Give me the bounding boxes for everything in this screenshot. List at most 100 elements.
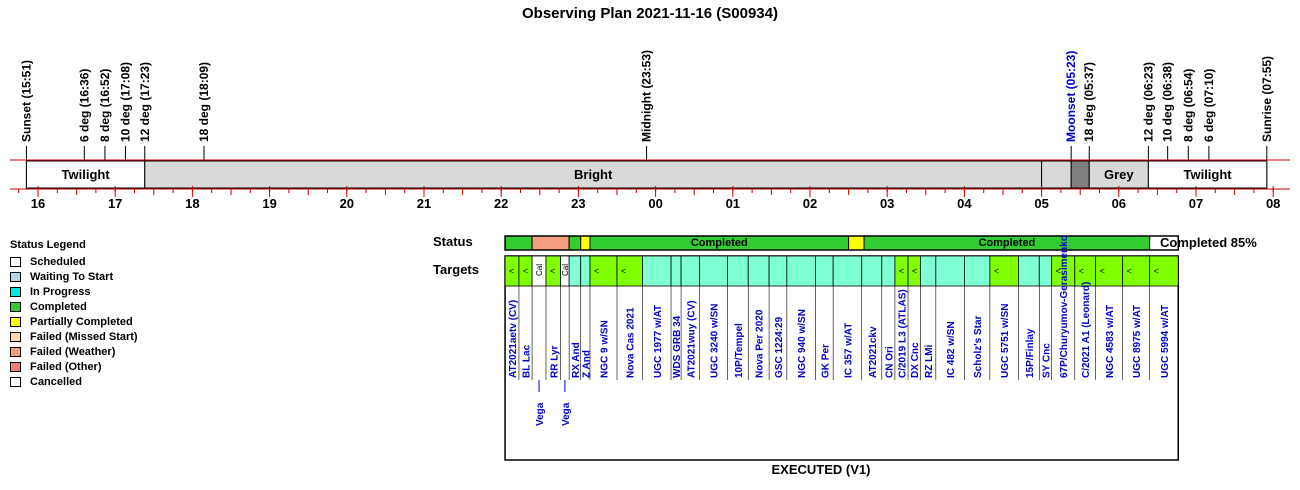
target-block — [568, 255, 582, 287]
target-name: GSC 1224:29 — [774, 316, 785, 378]
target-mark: < — [621, 266, 626, 276]
event-label: 6 deg (16:36) — [77, 69, 91, 142]
target-name: 67P/Churyumov-Gerasimenko — [1059, 235, 1070, 378]
target-block — [935, 255, 965, 287]
target-mark: < — [523, 266, 528, 276]
target-block — [1122, 255, 1151, 287]
target-name: UGC 5994 w/AT — [1160, 305, 1171, 378]
target-name: Vega — [535, 402, 546, 426]
target-name: UGC 8975 w/AT — [1132, 305, 1143, 378]
legend-swatch — [10, 286, 21, 297]
axis-tick-label: 02 — [803, 196, 817, 211]
legend-label: Failed (Other) — [30, 360, 102, 373]
legend-label: Completed — [30, 300, 87, 313]
legend-title: Status Legend — [10, 239, 86, 251]
event-label: Sunrise (07:55) — [1260, 56, 1274, 142]
target-name: IC 357 w/AT — [843, 323, 854, 378]
target-name: Vega — [561, 402, 572, 426]
event-label: 18 deg (18:09) — [197, 62, 211, 142]
target-mark: < — [1079, 266, 1084, 276]
target-block — [964, 255, 991, 287]
axis-tick-label: 04 — [957, 196, 972, 211]
target-name: 15P/Finlay — [1025, 328, 1036, 378]
axis-tick-label: 03 — [880, 196, 894, 211]
target-block — [919, 255, 937, 287]
chart-title: Observing Plan 2021-11-16 (S00934) — [522, 5, 778, 22]
target-name: WDS GRB 34 — [672, 315, 683, 378]
status-frame — [504, 235, 1179, 251]
status-segment-label: Completed — [691, 237, 748, 249]
target-name: IC 482 w/SN — [946, 321, 957, 378]
target-block — [786, 255, 816, 287]
target-name: UGC 3240 w/SN — [710, 304, 721, 378]
target-name: UGC 1977 w/AT — [653, 305, 664, 378]
target-block — [1095, 255, 1124, 287]
target-name: AT2021wuy (CV) — [686, 300, 697, 378]
axis-tick-label: 05 — [1034, 196, 1048, 211]
legend-label: Failed (Weather) — [30, 345, 116, 358]
target-name: UGC 5751 w/SN — [1000, 304, 1011, 378]
target-name: 10P/Tempel — [734, 323, 745, 378]
target-block — [861, 255, 883, 287]
status-segment — [531, 235, 570, 251]
target-block — [747, 255, 770, 287]
target-mark: Cal — [561, 264, 570, 276]
legend-item: Failed (Weather) — [10, 344, 138, 359]
legend-swatch — [10, 301, 21, 312]
target-name: BL Lac — [522, 344, 533, 378]
target-block — [768, 255, 788, 287]
event-label: 12 deg (06:23) — [1141, 62, 1155, 142]
event-label: 10 deg (06:38) — [1161, 62, 1175, 142]
axis-tick-label: 17 — [108, 196, 122, 211]
target-block — [881, 255, 896, 287]
sky-band — [1088, 160, 1149, 189]
status-segment — [504, 235, 533, 251]
targets-label: Targets — [433, 262, 479, 277]
legend-label: In Progress — [30, 285, 91, 298]
event-label: Midnight (23:53) — [640, 50, 654, 142]
legend-item: Waiting To Start — [10, 269, 138, 284]
axis-tick-label: 22 — [494, 196, 508, 211]
status-segment — [580, 235, 591, 251]
target-block — [1018, 255, 1040, 287]
axis-tick-label: 20 — [340, 196, 354, 211]
legend-swatch — [10, 376, 21, 387]
target-mark: < — [1056, 266, 1061, 276]
status-legend: Status Legend Scheduled Waiting To Start I… — [10, 239, 138, 389]
status-label: Status — [433, 234, 473, 249]
target-block — [680, 255, 701, 287]
axis-tick-label: 18 — [185, 196, 199, 211]
target-name: AT2021aetv (CV) — [508, 300, 519, 378]
target-name: NGC 940 w/SN — [797, 309, 808, 378]
status-segment — [568, 235, 582, 251]
target-mark: < — [594, 266, 599, 276]
target-name: RX And — [571, 342, 582, 378]
axis-tick-label: 21 — [417, 196, 431, 211]
sky-band — [25, 160, 146, 189]
sky-band-label: Twilight — [62, 167, 111, 182]
sky-band — [1041, 160, 1072, 189]
target-mark: < — [912, 266, 917, 276]
target-name: RZ LMi — [924, 344, 935, 378]
axis-tick-label: 07 — [1189, 196, 1203, 211]
target-mark: < — [1100, 266, 1105, 276]
legend-item: Scheduled — [10, 254, 138, 269]
target-block — [699, 255, 728, 287]
axis-tick-label: 01 — [726, 196, 740, 211]
target-mark: < — [994, 266, 999, 276]
event-label: 18 deg (05:37) — [1082, 62, 1096, 142]
target-mark: Cal — [535, 264, 544, 276]
target-block — [815, 255, 834, 287]
target-name: Scholz's Star — [973, 315, 984, 378]
event-label: 12 deg (17:23) — [138, 62, 152, 142]
target-name: Z And — [581, 350, 592, 378]
event-label: 10 deg (17:08) — [118, 62, 132, 142]
target-block — [989, 255, 1019, 287]
sky-band-label: Grey — [1104, 167, 1134, 182]
sky-band-label: Twilight — [1184, 167, 1233, 182]
legend-swatch — [10, 271, 21, 282]
event-label: 8 deg (16:52) — [98, 69, 112, 142]
target-name: GK Per — [820, 344, 831, 378]
legend-item: Partially Completed — [10, 314, 138, 329]
